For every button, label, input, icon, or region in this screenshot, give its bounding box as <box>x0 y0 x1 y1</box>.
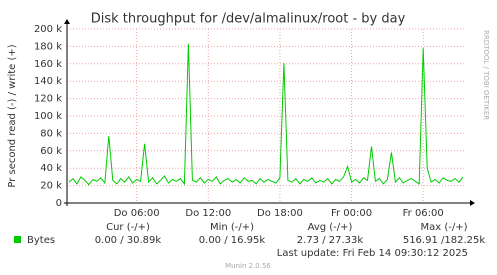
y-tick-label: 80 k <box>40 128 62 139</box>
legend-swatch <box>14 236 21 243</box>
stats-value: 516.91 /182.25k <box>403 235 486 246</box>
footer: Munin 2.0.56 <box>225 262 271 270</box>
y-axis-arrow <box>64 19 70 24</box>
y-tick-label: 160 k <box>34 59 62 70</box>
x-tick-label: Do 12:00 <box>185 208 231 219</box>
watermark: RRDTOOL / TOBI OETIKER <box>482 30 490 120</box>
x-axis-arrow <box>470 200 475 206</box>
y-tick-label: 100 k <box>34 111 62 122</box>
stats-header: Max (-/+) <box>420 222 467 233</box>
x-tick-label: Do 18:00 <box>257 208 303 219</box>
stats-header: Min (-/+) <box>210 222 254 233</box>
last-update: Last update: Fri Feb 14 09:30:12 2025 <box>277 248 468 259</box>
stats-header: Avg (-/+) <box>308 222 353 233</box>
y-tick-label: 180 k <box>34 41 62 52</box>
y-tick-label: 140 k <box>34 76 62 87</box>
y-tick-label: 200 k <box>34 24 62 35</box>
legend-label: Bytes <box>27 235 55 246</box>
y-tick-label: 40 k <box>40 163 62 174</box>
y-tick-label: 0 <box>56 198 62 209</box>
y-axis-label: Pr second read (-) / write (+) <box>7 44 18 187</box>
y-tick-label: 60 k <box>40 146 62 157</box>
chart-title: Disk throughput for /dev/almalinux/root … <box>91 12 406 27</box>
x-tick-label: Fr 06:00 <box>403 208 444 219</box>
stats-header: Cur (-/+) <box>106 222 150 233</box>
stats-value: 2.73 / 27.33k <box>297 235 364 246</box>
y-tick-label: 20 k <box>40 181 62 192</box>
stats-value: 0.00 / 16.95k <box>199 235 266 246</box>
y-tick-label: 120 k <box>34 94 62 105</box>
x-tick-label: Fr 00:00 <box>331 208 372 219</box>
stats-value: 0.00 / 30.89k <box>95 235 162 246</box>
series-line <box>68 43 464 186</box>
x-tick-label: Do 06:00 <box>114 208 160 219</box>
